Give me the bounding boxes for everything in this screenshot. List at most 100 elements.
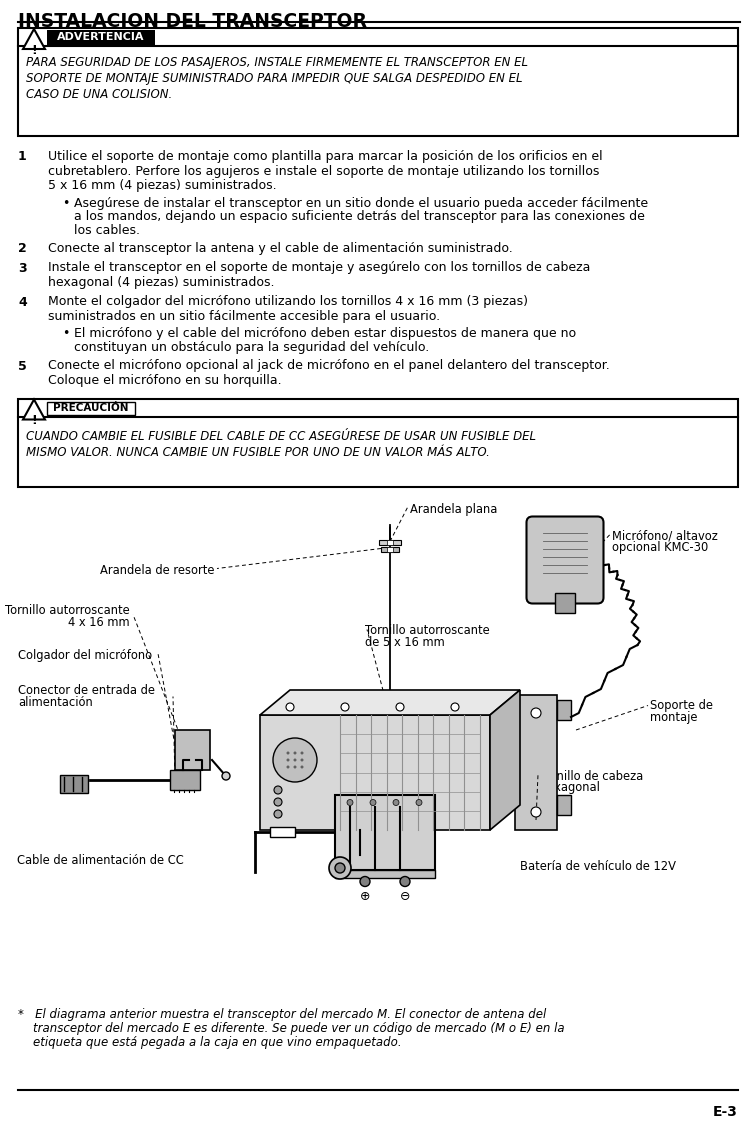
Circle shape: [274, 786, 282, 794]
Circle shape: [347, 799, 353, 805]
Text: Asegúrese de instalar el transceptor en un sitio donde el usuario pueda acceder : Asegúrese de instalar el transceptor en …: [74, 196, 648, 209]
Text: •: •: [62, 328, 70, 340]
Text: INSTALACION DEL TRANSCEPTOR: INSTALACION DEL TRANSCEPTOR: [18, 13, 367, 31]
Circle shape: [293, 758, 296, 762]
Text: a los mandos, dejando un espacio suficiente detrás del transceptor para las cone: a los mandos, dejando un espacio suficie…: [74, 210, 645, 223]
Text: opcional KMC-30: opcional KMC-30: [612, 541, 708, 555]
Bar: [175, 730, 210, 770]
Text: 5: 5: [18, 360, 26, 372]
Bar: [379, 539, 401, 545]
Circle shape: [341, 703, 349, 711]
Bar: [555, 593, 575, 612]
Polygon shape: [490, 690, 520, 830]
Text: Arandela plana: Arandela plana: [410, 502, 497, 515]
Text: Tornillo de cabeza: Tornillo de cabeza: [540, 770, 643, 782]
Text: Tornillo autorroscante: Tornillo autorroscante: [365, 625, 490, 637]
Circle shape: [274, 810, 282, 818]
Bar: [18, 399, 738, 486]
Circle shape: [300, 758, 303, 762]
Text: ⊕: ⊕: [360, 890, 370, 902]
Bar: [557, 795, 571, 815]
FancyBboxPatch shape: [526, 516, 603, 603]
Circle shape: [293, 765, 296, 769]
Text: suministrados en un sitio fácilmente accesible para el usuario.: suministrados en un sitio fácilmente acc…: [48, 309, 440, 323]
Circle shape: [300, 751, 303, 755]
Text: hexagonal (4 piezas) suministrados.: hexagonal (4 piezas) suministrados.: [48, 276, 274, 289]
Text: PRECAUCIÓN: PRECAUCIÓN: [53, 403, 129, 413]
Text: !: !: [31, 415, 37, 427]
Circle shape: [293, 751, 296, 755]
Text: Conecte al transceptor la antena y el cable de alimentación suministrado.: Conecte al transceptor la antena y el ca…: [48, 242, 513, 255]
Circle shape: [416, 799, 422, 805]
Text: Monte el colgador del micrófono utilizando los tornillos 4 x 16 mm (3 piezas): Monte el colgador del micrófono utilizan…: [48, 296, 528, 308]
Text: Soporte de: Soporte de: [650, 700, 713, 713]
Text: Batería de vehículo de 12V: Batería de vehículo de 12V: [520, 860, 676, 872]
Bar: [335, 869, 435, 877]
Text: 5 x 16 mm (4 piezas) suministrados.: 5 x 16 mm (4 piezas) suministrados.: [48, 179, 277, 192]
Text: Conecte el micrófono opcional al jack de micrófono en el panel delantero del tra: Conecte el micrófono opcional al jack de…: [48, 360, 610, 372]
Text: Conector de entrada de: Conector de entrada de: [18, 684, 155, 698]
Text: 4: 4: [18, 296, 26, 308]
Text: Micrófono/ altavoz: Micrófono/ altavoz: [612, 530, 717, 542]
Bar: [387, 539, 393, 545]
Text: los cables.: los cables.: [74, 224, 140, 236]
Text: *   El diagrama anterior muestra el transceptor del mercado M. El conector de an: * El diagrama anterior muestra el transc…: [18, 1008, 547, 1021]
Text: Conector de: Conector de: [390, 755, 460, 767]
Text: constituyan un obstáculo para la seguridad del vehículo.: constituyan un obstáculo para la segurid…: [74, 341, 429, 354]
Text: CASO DE UNA COLISION.: CASO DE UNA COLISION.: [26, 88, 172, 100]
Text: de 5 x 16 mm: de 5 x 16 mm: [365, 636, 445, 650]
Text: Coloque el micrófono en su horquilla.: Coloque el micrófono en su horquilla.: [48, 373, 282, 387]
Polygon shape: [23, 400, 45, 419]
Bar: [270, 827, 295, 837]
Circle shape: [273, 738, 317, 782]
Text: etiqueta que está pegada a la caja en que vino empaquetado.: etiqueta que está pegada a la caja en qu…: [18, 1036, 401, 1049]
Text: El micrófono y el cable del micrófono deben estar dispuestos de manera que no: El micrófono y el cable del micrófono de…: [74, 328, 576, 340]
Text: •: •: [62, 196, 70, 209]
Bar: [260, 715, 490, 830]
Circle shape: [287, 765, 290, 769]
Circle shape: [360, 877, 370, 886]
Text: SOPORTE DE MONTAJE SUMINISTRADO PARA IMPEDIR QUE SALGA DESPEDIDO EN EL: SOPORTE DE MONTAJE SUMINISTRADO PARA IMP…: [26, 72, 522, 85]
Circle shape: [300, 765, 303, 769]
Bar: [47, 30, 155, 45]
Bar: [557, 700, 571, 719]
Text: antena: antena: [390, 766, 430, 780]
Bar: [18, 29, 738, 136]
Circle shape: [222, 772, 230, 780]
Text: 2: 2: [18, 242, 26, 255]
Text: E-3: E-3: [713, 1105, 738, 1119]
Text: Tornillo autorroscante: Tornillo autorroscante: [5, 604, 130, 618]
Circle shape: [451, 703, 459, 711]
Bar: [387, 547, 393, 552]
Text: transceptor del mercado E es diferente. Se puede ver un código de mercado (M o E: transceptor del mercado E es diferente. …: [18, 1022, 565, 1035]
Circle shape: [531, 708, 541, 718]
Text: ⊖: ⊖: [400, 890, 411, 902]
Circle shape: [287, 758, 290, 762]
Circle shape: [396, 703, 404, 711]
Text: !: !: [31, 45, 37, 57]
Circle shape: [531, 807, 541, 817]
Text: 4 x 16 mm: 4 x 16 mm: [68, 617, 130, 629]
Polygon shape: [23, 29, 45, 49]
Text: alimentación: alimentación: [18, 697, 93, 709]
Circle shape: [287, 751, 290, 755]
Text: Cable de alimentación de CC: Cable de alimentación de CC: [17, 854, 184, 868]
Bar: [381, 547, 399, 552]
Text: PARA SEGURIDAD DE LOS PASAJEROS, INSTALE FIRMEMENTE EL TRANSCEPTOR EN EL: PARA SEGURIDAD DE LOS PASAJEROS, INSTALE…: [26, 56, 528, 69]
Bar: [515, 695, 557, 830]
Bar: [170, 770, 200, 790]
Text: cubretablero. Perfore los agujeros e instale el soporte de montaje utilizando lo: cubretablero. Perfore los agujeros e ins…: [48, 164, 600, 177]
Text: ADVERTENCIA: ADVERTENCIA: [57, 32, 144, 42]
Circle shape: [274, 798, 282, 806]
Text: Instale el transceptor en el soporte de montaje y asegúrelo con los tornillos de: Instale el transceptor en el soporte de …: [48, 262, 590, 274]
Text: 1: 1: [18, 150, 26, 163]
Circle shape: [400, 877, 410, 886]
Text: MISMO VALOR. NUNCA CAMBIE UN FUSIBLE POR UNO DE UN VALOR MÁS ALTO.: MISMO VALOR. NUNCA CAMBIE UN FUSIBLE POR…: [26, 447, 490, 459]
Text: CUANDO CAMBIE EL FUSIBLE DEL CABLE DE CC ASEGÚRESE DE USAR UN FUSIBLE DEL: CUANDO CAMBIE EL FUSIBLE DEL CABLE DE CC…: [26, 431, 536, 443]
Circle shape: [329, 856, 351, 879]
Circle shape: [286, 703, 294, 711]
Text: hexagonal: hexagonal: [540, 781, 600, 795]
Text: Utilice el soporte de montaje como plantilla para marcar la posición de los orif: Utilice el soporte de montaje como plant…: [48, 150, 603, 163]
Text: 3: 3: [18, 262, 26, 274]
Circle shape: [370, 799, 376, 805]
